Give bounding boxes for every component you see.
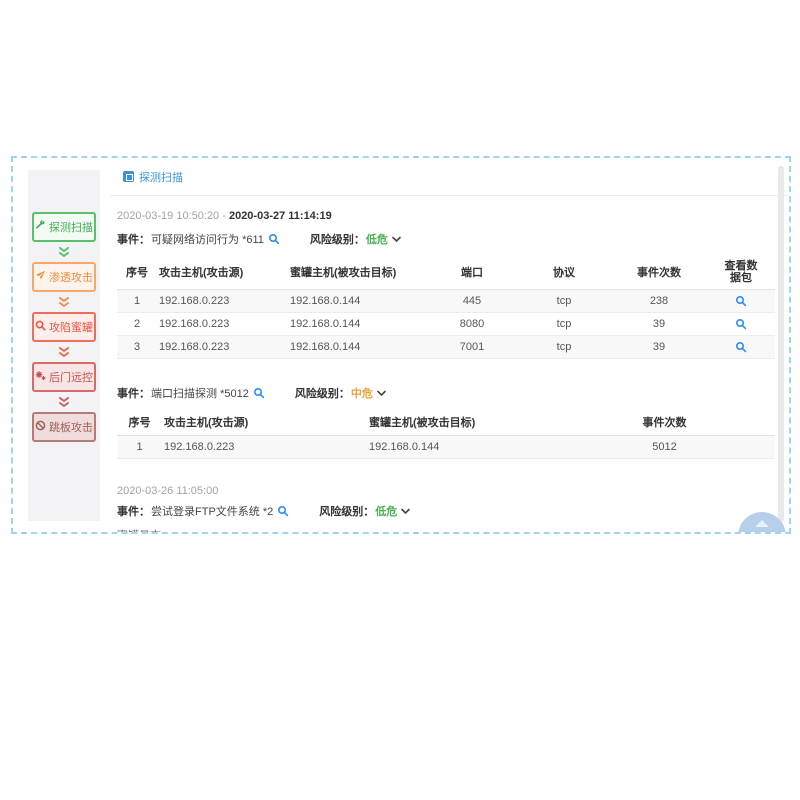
risk-label: 风险级别： (309, 234, 365, 246)
panel-square-icon (123, 171, 134, 182)
event-timestamp: 2020-03-26 11:05:00 (117, 485, 219, 497)
table-row: 1 192.168.0.223 192.168.0.144 445 tcp 23… (117, 290, 775, 313)
view-packet-search-icon[interactable] (709, 318, 773, 330)
wrench-icon (35, 220, 46, 234)
event-label: 事件： (117, 234, 150, 246)
honeypot-log-title: 蜜罐日志 (117, 527, 269, 532)
flow-arrow-down-icon (57, 342, 71, 362)
event-count: *5012 (220, 388, 249, 400)
column-header: 攻击主机(攻击源) (159, 267, 244, 279)
flow-arrow-down-icon (57, 242, 71, 262)
chevron-down-icon (401, 508, 411, 515)
attack-stage-sidebar: 探测扫描 渗透攻击 攻陷蜜罐 后门远控 (28, 170, 100, 521)
flow-arrow-down-icon (57, 292, 71, 312)
honeypot-attack-panel: 探测扫描 渗透攻击 攻陷蜜罐 后门远控 (11, 156, 791, 534)
column-header: 蜜罐主机(被攻击目标) (369, 417, 476, 429)
event-count: *611 (242, 234, 264, 246)
event-table: 序号 攻击主机(攻击源) 蜜罐主机(被攻击目标) 端口 协议 事件次数 查看数据… (117, 255, 775, 359)
sidebar-item-label: 跳板攻击 (49, 422, 93, 434)
event-count: *2 (262, 506, 274, 518)
search-icon (35, 320, 46, 334)
sidebar-item-label: 渗透攻击 (49, 272, 93, 284)
event-label: 事件： (117, 506, 150, 518)
sidebar-item-penetration-attack[interactable]: 渗透攻击 (32, 262, 96, 292)
column-header: 事件次数 (637, 267, 681, 279)
table-row: 2 192.168.0.223 192.168.0.144 8080 tcp 3… (117, 313, 775, 336)
table-header-row: 序号 攻击主机(攻击源) 蜜罐主机(被攻击目标) 事件次数 (117, 409, 775, 436)
sidebar-item-label: 攻陷蜜罐 (49, 322, 93, 334)
view-packet-search-icon[interactable] (709, 295, 773, 307)
event-name: 可疑网络访问行为 *611 (151, 234, 264, 246)
ban-icon (35, 420, 46, 434)
column-header: 事件次数 (642, 417, 687, 429)
sidebar-item-compromised-honeypot[interactable]: 攻陷蜜罐 (32, 312, 96, 342)
table-row: 3 192.168.0.223 192.168.0.144 7001 tcp 3… (117, 336, 775, 359)
panel-body: 2020-03-19 10:50:20 - 2020-03-27 11:14:1… (110, 196, 789, 532)
sidebar-item-label: 探测扫描 (49, 222, 93, 234)
paper-plane-icon (35, 270, 46, 284)
event-summary: 事件： 可疑网络访问行为 *611 风险级别： 低危 (117, 231, 775, 247)
view-event-search-icon[interactable] (253, 387, 265, 399)
chevron-down-icon (392, 236, 401, 243)
event-summary: 事件： 尝试登录FTP文件系统 *2 风险级别： 低危 (117, 503, 775, 519)
column-header: 序号 (128, 417, 151, 429)
column-header: 查看数据包 (724, 260, 758, 284)
column-header: 端口 (461, 267, 483, 279)
time-range-start: 2020-03-19 10:50:20 (117, 210, 220, 222)
view-packet-search-icon[interactable] (709, 341, 773, 353)
sidebar-item-backdoor-remote-control[interactable]: 后门远控 (32, 362, 96, 392)
vertical-scrollbar[interactable] (778, 166, 784, 522)
event-table: 序号 攻击主机(攻击源) 蜜罐主机(被攻击目标) 事件次数 1 192.168.… (117, 409, 775, 459)
flow-arrow-down-icon (57, 392, 71, 412)
view-event-search-icon[interactable] (268, 233, 280, 245)
column-header: 协议 (553, 267, 575, 279)
risk-label: 风险级别： (319, 506, 375, 518)
event-name: 端口扫描探测 *5012 (151, 388, 249, 400)
risk-value: 中危 (350, 388, 373, 400)
risk-label: 风险级别： (294, 388, 350, 400)
chevron-down-icon (377, 390, 386, 397)
column-header: 蜜罐主机(被攻击目标) (290, 267, 397, 279)
table-row: 1 192.168.0.223 192.168.0.144 5012 (117, 436, 775, 459)
event-summary: 事件： 端口扫描探测 *5012 风险级别： 中危 (117, 385, 775, 401)
back-to-top-button[interactable] (738, 512, 786, 532)
column-header: 序号 (126, 267, 148, 279)
gears-icon (35, 370, 46, 384)
column-header: 攻击主机(攻击源) (164, 417, 249, 429)
sidebar-item-label: 后门远控 (49, 372, 93, 384)
panel-header: 探测扫描 (110, 158, 789, 196)
probe-scan-content: 探测扫描 2020-03-19 10:50:20 - 2020-03-27 11… (110, 158, 789, 532)
risk-level-dropdown[interactable]: 风险级别： 低危 (319, 503, 411, 519)
event-label: 事件： (117, 388, 150, 400)
time-range: 2020-03-19 10:50:20 - 2020-03-27 11:14:1… (117, 210, 775, 222)
time-range-separator: - (222, 210, 226, 222)
risk-value: 低危 (375, 506, 398, 518)
sidebar-item-probe-scan[interactable]: 探测扫描 (32, 212, 96, 242)
event-name: 尝试登录FTP文件系统 *2 (151, 506, 274, 518)
view-event-search-icon[interactable] (277, 505, 289, 517)
table-header-row: 序号 攻击主机(攻击源) 蜜罐主机(被攻击目标) 端口 协议 事件次数 查看数据… (117, 255, 775, 290)
risk-level-dropdown[interactable]: 风险级别： 低危 (310, 231, 401, 247)
sidebar-item-springboard-attack[interactable]: 跳板攻击 (32, 412, 96, 442)
time-range-end: 2020-03-27 11:14:19 (228, 210, 332, 222)
page-title: 探测扫描 (139, 171, 183, 184)
risk-level-dropdown[interactable]: 风险级别： 中危 (295, 385, 386, 401)
risk-value: 低危 (365, 234, 388, 246)
